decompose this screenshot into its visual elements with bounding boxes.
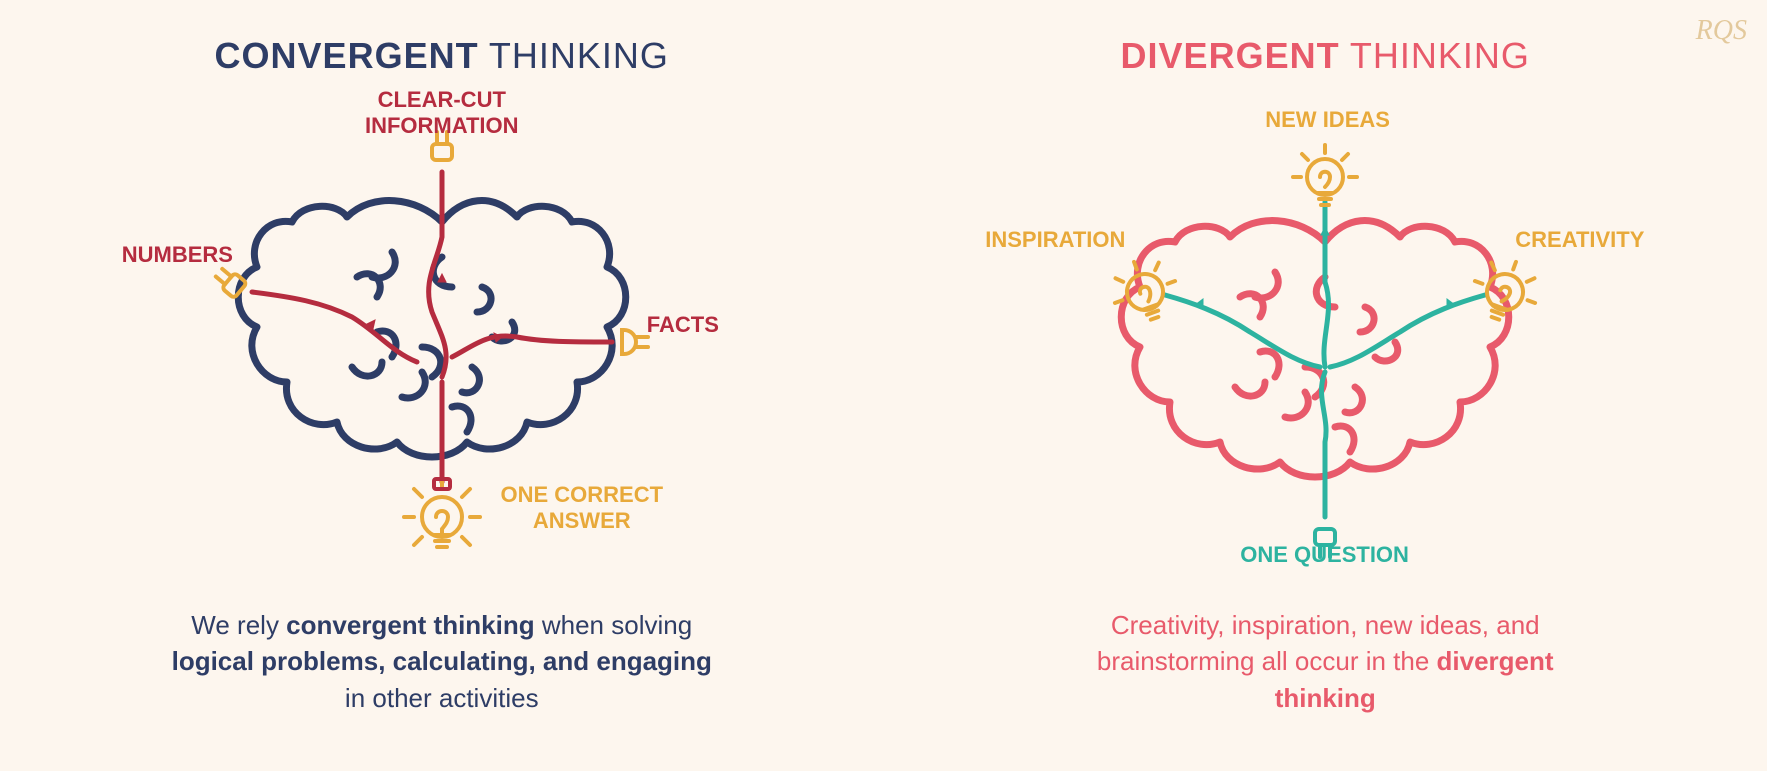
- label-one-answer: ONE CORRECT ANSWER: [482, 482, 682, 535]
- label-facts: FACTS: [647, 312, 719, 338]
- infographic-container: CONVERGENT THINKING: [0, 0, 1767, 771]
- title-light-left: THINKING: [479, 35, 669, 76]
- label-creativity: CREATIVITY: [1515, 227, 1644, 253]
- label-clear-cut: CLEAR-CUT INFORMATION: [342, 87, 542, 140]
- label-inspiration: INSPIRATION: [985, 227, 1125, 253]
- convergent-title: CONVERGENT THINKING: [215, 35, 669, 77]
- label-numbers: NUMBERS: [122, 242, 233, 268]
- convergent-description: We rely convergent thinking when solving…: [167, 607, 717, 716]
- convergent-diagram: CLEAR-CUT INFORMATION NUMBERS FACTS ONE …: [142, 87, 742, 587]
- divergent-diagram: NEW IDEAS INSPIRATION CREATIVITY ONE QUE…: [1025, 87, 1625, 587]
- label-one-question: ONE QUESTION: [1240, 542, 1409, 568]
- divergent-panel: DIVERGENT THINKING: [884, 0, 1767, 771]
- divergent-description: Creativity, inspiration, new ideas, and …: [1050, 607, 1600, 716]
- divergent-brain-svg: [1025, 87, 1625, 587]
- rqs-logo: RQS: [1696, 15, 1747, 47]
- title-bold-left: CONVERGENT: [215, 35, 479, 76]
- title-bold-right: DIVERGENT: [1121, 35, 1340, 76]
- title-light-right: THINKING: [1340, 35, 1530, 76]
- convergent-panel: CONVERGENT THINKING: [0, 0, 884, 771]
- label-new-ideas: NEW IDEAS: [1265, 107, 1390, 133]
- divergent-title: DIVERGENT THINKING: [1121, 35, 1530, 77]
